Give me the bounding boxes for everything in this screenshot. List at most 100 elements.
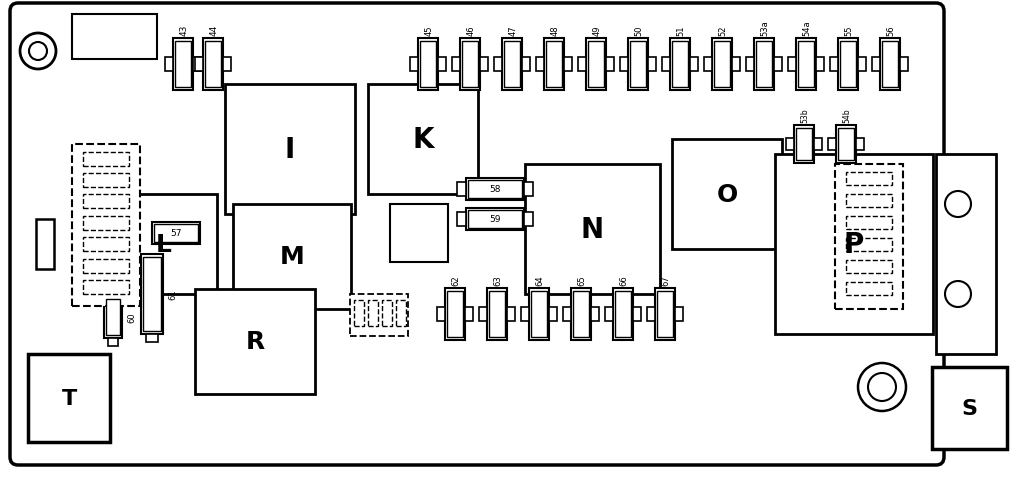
- Bar: [712, 39, 732, 91]
- Bar: [746, 58, 754, 72]
- Bar: [195, 289, 315, 394]
- Bar: [672, 42, 688, 88]
- Bar: [193, 58, 201, 72]
- Text: 44: 44: [210, 24, 219, 36]
- Bar: [856, 139, 864, 151]
- Bar: [799, 42, 814, 88]
- Bar: [152, 223, 200, 244]
- Bar: [563, 307, 571, 321]
- Text: L: L: [156, 232, 171, 256]
- Bar: [204, 39, 223, 91]
- Bar: [936, 155, 996, 354]
- Text: T: T: [61, 388, 76, 408]
- Text: P: P: [844, 230, 865, 258]
- Bar: [794, 126, 814, 164]
- Bar: [633, 307, 641, 321]
- Bar: [504, 42, 520, 88]
- Text: 67: 67: [661, 275, 670, 286]
- Text: 54b: 54b: [843, 108, 851, 123]
- Bar: [705, 58, 712, 72]
- Bar: [647, 307, 655, 321]
- Text: 49: 49: [593, 25, 601, 36]
- Bar: [452, 58, 460, 72]
- Bar: [662, 58, 670, 72]
- Bar: [573, 291, 589, 337]
- Bar: [796, 39, 816, 91]
- Bar: [546, 42, 562, 88]
- Bar: [846, 194, 893, 207]
- Bar: [468, 211, 522, 228]
- Bar: [466, 209, 524, 230]
- Bar: [368, 300, 378, 326]
- Bar: [670, 39, 690, 91]
- Bar: [502, 39, 522, 91]
- Bar: [368, 85, 478, 194]
- Bar: [83, 238, 129, 252]
- Bar: [524, 182, 533, 197]
- Bar: [165, 58, 173, 72]
- Bar: [846, 173, 893, 186]
- Text: M: M: [280, 244, 305, 268]
- Text: 62: 62: [451, 275, 461, 286]
- Bar: [829, 58, 838, 72]
- Bar: [205, 42, 221, 88]
- Bar: [225, 85, 355, 215]
- Bar: [814, 139, 822, 151]
- Text: 59: 59: [490, 215, 501, 224]
- Bar: [140, 254, 163, 334]
- Bar: [714, 42, 730, 88]
- Bar: [83, 260, 129, 274]
- Bar: [882, 42, 898, 88]
- Text: 57: 57: [170, 229, 182, 238]
- Bar: [223, 58, 231, 72]
- Bar: [524, 213, 533, 227]
- Bar: [143, 257, 161, 331]
- Text: 66: 66: [620, 275, 628, 286]
- Bar: [672, 140, 782, 250]
- Bar: [732, 58, 740, 72]
- Bar: [146, 334, 158, 342]
- Circle shape: [868, 373, 896, 401]
- Text: 53a: 53a: [760, 20, 770, 36]
- Bar: [880, 39, 900, 91]
- Bar: [544, 39, 564, 91]
- Bar: [466, 179, 524, 201]
- Bar: [83, 216, 129, 230]
- Bar: [447, 291, 463, 337]
- Text: 47: 47: [508, 25, 518, 36]
- Bar: [605, 307, 613, 321]
- Bar: [675, 307, 683, 321]
- Bar: [756, 42, 772, 88]
- Text: 56: 56: [886, 25, 896, 36]
- Bar: [108, 309, 118, 317]
- Text: N: N: [581, 216, 603, 243]
- Bar: [72, 144, 140, 306]
- Bar: [457, 213, 466, 227]
- Bar: [846, 239, 893, 252]
- Text: R: R: [246, 329, 264, 353]
- Bar: [549, 307, 557, 321]
- Bar: [489, 291, 505, 337]
- Text: 63: 63: [494, 275, 502, 286]
- Bar: [836, 126, 856, 164]
- Bar: [460, 39, 480, 91]
- Bar: [146, 287, 158, 294]
- Bar: [83, 174, 129, 188]
- Text: 58: 58: [490, 185, 501, 194]
- Bar: [828, 139, 836, 151]
- Bar: [788, 58, 796, 72]
- Bar: [487, 288, 507, 340]
- Bar: [564, 58, 572, 72]
- Bar: [835, 165, 903, 309]
- Text: 43: 43: [180, 24, 188, 36]
- Bar: [522, 58, 530, 72]
- Bar: [536, 58, 544, 72]
- Circle shape: [20, 34, 56, 70]
- Bar: [846, 261, 893, 274]
- Bar: [72, 15, 157, 60]
- Bar: [846, 216, 893, 229]
- Bar: [571, 288, 591, 340]
- Text: 51: 51: [677, 25, 686, 36]
- Bar: [525, 165, 660, 294]
- Bar: [754, 39, 774, 91]
